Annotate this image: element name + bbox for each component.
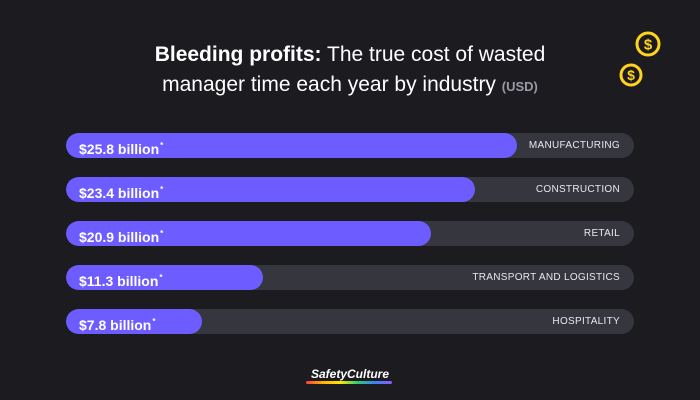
footnote-marker: * — [160, 141, 164, 150]
bar — [66, 309, 202, 334]
bar — [66, 133, 517, 158]
brand-underline — [306, 381, 392, 384]
title-line-1: Bleeding profits: The true cost of waste… — [0, 40, 700, 70]
category-label: CONSTRUCTION — [535, 184, 620, 195]
title-rest: The true cost of wasted — [327, 43, 546, 66]
category-label: HOSPITALITY — [552, 316, 620, 327]
category-label: MANUFACTURING — [528, 140, 620, 151]
svg-text:$: $ — [627, 67, 635, 83]
footnote-marker: * — [159, 273, 163, 282]
bar-track: $7.8 billion* HOSPITALITY — [66, 309, 634, 334]
title-unit: (USD) — [501, 79, 538, 94]
category-label: RETAIL — [583, 228, 620, 239]
title-line-2: manager time each year by industry (USD) — [0, 70, 700, 102]
bar-value-label: $25.8 billion* — [79, 141, 164, 157]
chart-title: Bleeding profits: The true cost of waste… — [0, 40, 700, 102]
bar — [66, 265, 263, 290]
title-bold: Bleeding profits: — [154, 43, 322, 66]
bar-track: $23.4 billion* CONSTRUCTION — [66, 177, 634, 202]
bar-value-label: $7.8 billion* — [79, 317, 156, 333]
bar-value-label: $23.4 billion* — [79, 185, 164, 201]
brand-logo: SafetyCulture — [310, 367, 390, 381]
coin-top-icon: $ — [635, 31, 661, 57]
footnote-marker: * — [152, 317, 156, 326]
footnote-marker: * — [160, 229, 164, 238]
bar-value-label: $11.3 billion* — [79, 273, 163, 289]
bar — [66, 221, 431, 246]
coin-bottom-icon: $ — [619, 63, 643, 87]
footnote-marker: * — [160, 185, 164, 194]
bar-track: $11.3 billion* TRANSPORT AND LOGISTICS — [66, 265, 634, 290]
bar — [66, 177, 475, 202]
dollar-coins-icon: $ $ — [619, 31, 661, 87]
bar-track: $20.9 billion* RETAIL — [66, 221, 634, 246]
bar-value-label: $20.9 billion* — [79, 229, 164, 245]
category-label: TRANSPORT AND LOGISTICS — [472, 272, 620, 283]
svg-text:$: $ — [644, 37, 653, 54]
title-line-2-text: manager time each year by industry — [162, 73, 496, 96]
bar-track: $25.8 billion* MANUFACTURING — [66, 133, 634, 158]
